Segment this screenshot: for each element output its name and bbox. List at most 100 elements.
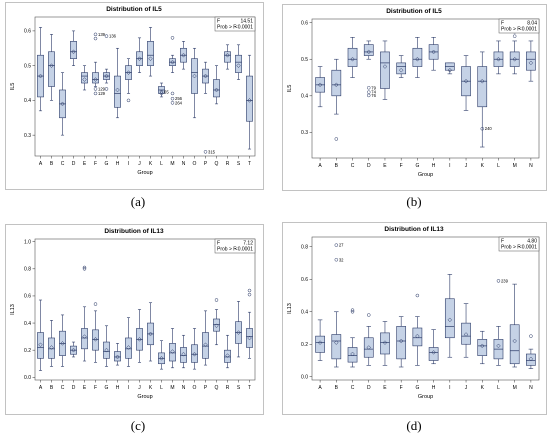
chart-title: Distribution of IL13: [384, 226, 444, 233]
stat-f-label: F: [217, 19, 220, 25]
box-R: [224, 44, 231, 70]
box-mean-marker: [247, 335, 252, 341]
outlier-point: [214, 298, 219, 302]
box-N: [180, 334, 187, 369]
outlier-label: 256: [175, 96, 183, 101]
y-tick-label: 0.4: [24, 98, 31, 104]
stats-frame: [214, 238, 256, 254]
x-tick-label: L: [160, 385, 163, 391]
x-tick-label: S: [237, 161, 241, 167]
box-mean-marker: [334, 340, 339, 345]
outlier-point: [170, 36, 175, 40]
box-B: [331, 58, 342, 115]
box-mean-marker: [148, 56, 153, 61]
x-tick-label: M: [170, 161, 174, 167]
box-I: [125, 317, 132, 367]
chart-panel-2: Distribution of IL5 0.3 0.4 0.5 0.6 IL5 A B C D E F…: [282, 4, 547, 191]
box-mean-marker: [93, 337, 98, 342]
outlier-point: [350, 310, 355, 314]
outlier-point: [496, 279, 501, 283]
x-tick-label: T: [248, 161, 251, 167]
outlier-point: [480, 126, 484, 131]
box-S: [235, 44, 242, 80]
stats-frame: [498, 236, 540, 252]
x-tick-label: N: [182, 161, 186, 167]
box-mean-marker: [496, 56, 501, 62]
box-G: [103, 68, 110, 84]
box-K: [147, 27, 154, 77]
x-tick-label: K: [481, 385, 485, 391]
stat-prob-label: Prob > F: [217, 25, 236, 31]
box-O: [191, 47, 198, 119]
y-tick-label: 0.5: [301, 57, 308, 63]
box-iqr: [48, 337, 55, 359]
y-tick-label: 0.0: [301, 374, 308, 380]
box-J: [461, 303, 471, 358]
outlier-label: 129: [98, 91, 106, 96]
box-D: [70, 30, 77, 66]
box-N: [526, 348, 536, 369]
box-mean-marker: [214, 87, 219, 93]
box-mean-marker: [38, 73, 43, 79]
outlier-point: [415, 293, 420, 298]
x-tick-label: B: [335, 163, 339, 169]
box-mean-marker: [60, 101, 65, 107]
x-tick-label: N: [182, 385, 186, 391]
outlier-label: 129: [98, 86, 106, 91]
x-tick-label: E: [383, 163, 387, 169]
stats-frame: [498, 18, 540, 34]
box-mean-marker: [60, 341, 65, 346]
outlier-point: [367, 86, 371, 90]
box-mean-marker: [148, 331, 153, 337]
box-F: [92, 61, 99, 87]
x-tick-label: B: [50, 385, 54, 391]
outlier-label: 32: [339, 257, 344, 262]
box-mean-marker: [398, 67, 404, 73]
panel-label: (c): [131, 418, 145, 433]
x-tick-label: S: [237, 385, 241, 391]
box-mean-marker: [317, 82, 323, 88]
outlier-point: [93, 91, 98, 96]
box-B: [48, 34, 55, 101]
box-C: [59, 314, 66, 367]
y-tick-label: 0.6: [301, 20, 308, 26]
box-mean-marker: [126, 70, 131, 75]
x-tick-label: N: [529, 385, 533, 391]
stat-prob-label: Prob > F: [501, 27, 520, 33]
box-iqr: [347, 347, 358, 363]
box-mean-marker: [104, 347, 109, 353]
box-A: [315, 66, 325, 108]
stats-box: F 4.80 Prob > F<0.0001: [498, 236, 540, 252]
box-mean-marker: [415, 56, 420, 62]
outlier-label: 79: [371, 85, 376, 90]
box-mean-marker: [447, 317, 453, 323]
x-tick-label: E: [83, 161, 87, 167]
x-tick-label: M: [170, 385, 174, 391]
box-iqr: [509, 324, 520, 365]
box-mean-marker: [192, 73, 197, 79]
box-mean-marker: [382, 340, 388, 345]
x-axis-label: Group: [137, 394, 152, 400]
x-tick-label: C: [61, 385, 65, 391]
stat-prob-label: Prob > F: [217, 247, 236, 253]
panel-label: (d): [406, 418, 421, 433]
box-iqr: [380, 51, 390, 89]
box-J: [136, 309, 143, 363]
x-tick-label: G: [415, 385, 419, 391]
box-mean-marker: [71, 347, 76, 353]
y-tick-label: 0.2: [301, 342, 308, 348]
box-D: [363, 40, 374, 60]
y-tick-label: 0.4: [301, 94, 308, 100]
x-tick-label: H: [432, 163, 436, 169]
x-tick-label: O: [193, 161, 197, 167]
box-iqr: [103, 341, 110, 359]
outlier-point: [126, 98, 131, 103]
box-F: [92, 310, 99, 363]
box-B: [331, 311, 342, 368]
x-tick-label: M: [513, 163, 517, 169]
outlier-point: [159, 90, 164, 94]
outlier-point: [93, 36, 98, 41]
box-H: [114, 343, 121, 366]
box-mean-marker: [512, 338, 517, 344]
box-mean-marker: [192, 351, 197, 357]
